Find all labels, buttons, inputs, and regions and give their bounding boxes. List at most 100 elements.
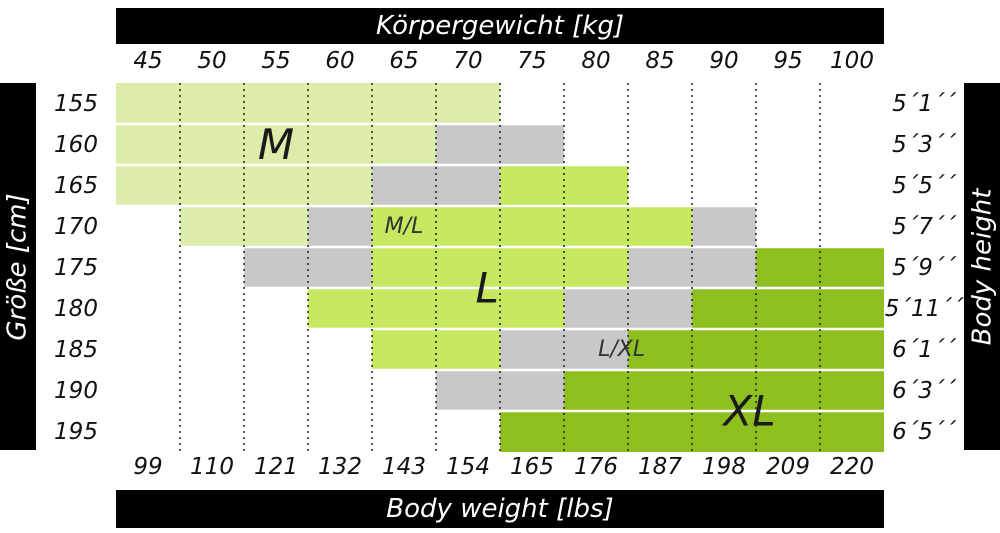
height-imperial-label: 6´1´´ — [892, 337, 956, 363]
kg-tick-label: 55 — [261, 48, 291, 74]
size-cell-xl — [820, 411, 884, 452]
lbs-tick-label: 121 — [254, 454, 298, 480]
height-imperial-label: 5´9´´ — [892, 255, 956, 281]
size-cell-m — [180, 124, 244, 165]
size-cell-ml — [628, 247, 692, 288]
height-imperial-label: 5´1´´ — [892, 91, 956, 117]
kg-tick-label: 90 — [709, 48, 739, 74]
size-cell-l — [308, 288, 372, 329]
lbs-tick-label: 209 — [766, 454, 810, 480]
size-cell-ml — [308, 247, 372, 288]
size-cell-m — [116, 124, 180, 165]
size-label: M — [258, 120, 294, 169]
cm-tick-label: 190 — [54, 378, 98, 404]
height-imperial-label: 6´5´´ — [892, 419, 956, 445]
lbs-tick-label: 220 — [830, 454, 874, 480]
cm-tick-label: 165 — [54, 173, 98, 199]
kg-tick-label: 80 — [581, 48, 611, 74]
kg-tick-label: 95 — [773, 48, 803, 74]
height-imperial-label: 6´3´´ — [892, 378, 956, 404]
cm-tick-label: 170 — [54, 214, 98, 240]
size-cell-ml — [500, 124, 564, 165]
size-cell-l — [500, 206, 564, 247]
kg-tick-label: 50 — [197, 48, 227, 74]
size-cell-ml — [436, 370, 500, 411]
size-cell-xl — [756, 370, 820, 411]
size-cell-l — [500, 288, 564, 329]
lbs-tick-label: 99 — [133, 454, 163, 480]
size-cell-ml — [500, 329, 564, 370]
size-cell-m — [372, 124, 436, 165]
size-cell-m — [244, 206, 308, 247]
top-axis-title: Körpergewicht [kg] — [116, 8, 884, 44]
size-cell-l — [436, 288, 500, 329]
size-cell-xl — [820, 288, 884, 329]
size-cell-l — [372, 288, 436, 329]
size-cell-m — [244, 165, 308, 206]
size-label: L/XL — [598, 337, 645, 362]
size-cell-l — [436, 329, 500, 370]
size-cell-ml — [372, 165, 436, 206]
size-cell-ml — [564, 329, 628, 370]
size-cell-xl — [500, 411, 564, 452]
size-cell-ml — [244, 247, 308, 288]
size-cell-ml — [564, 288, 628, 329]
kg-tick-label: 85 — [645, 48, 675, 74]
size-cell-xl — [820, 370, 884, 411]
lbs-tick-label: 198 — [702, 454, 746, 480]
size-cell-l — [564, 247, 628, 288]
size-cell-m — [308, 83, 372, 124]
size-cell-m — [116, 165, 180, 206]
size-label: XL — [722, 387, 776, 436]
size-cell-xl — [756, 411, 820, 452]
lbs-tick-label: 132 — [318, 454, 362, 480]
size-cell-xl — [692, 411, 756, 452]
size-cell-xl — [692, 288, 756, 329]
size-cell-l — [564, 165, 628, 206]
lbs-tick-label: 143 — [382, 454, 426, 480]
size-chart-grid: M M/L L L/XL XL — [116, 83, 884, 452]
size-cell-l — [372, 329, 436, 370]
cm-tick-label: 175 — [54, 255, 98, 281]
size-cell-l — [628, 206, 692, 247]
height-imperial-label: 5´5´´ — [892, 173, 956, 199]
size-cell-m — [436, 83, 500, 124]
height-imperial-label: 5´3´´ — [892, 132, 956, 158]
lbs-tick-label: 165 — [510, 454, 554, 480]
size-cell-m — [308, 124, 372, 165]
size-cell-xl — [756, 329, 820, 370]
cm-tick-label: 185 — [54, 337, 98, 363]
kg-tick-label: 65 — [389, 48, 419, 74]
size-cell-ml — [692, 247, 756, 288]
size-cell-xl — [692, 329, 756, 370]
size-cell-xl — [820, 329, 884, 370]
left-axis-title-bar: Größe [cm] — [0, 83, 36, 450]
cm-tick-label: 180 — [54, 296, 98, 322]
size-cell-xl — [692, 370, 756, 411]
size-cell-xl — [628, 370, 692, 411]
size-label: L — [475, 264, 498, 313]
size-cell-xl — [628, 329, 692, 370]
size-cell-xl — [820, 247, 884, 288]
size-cell-m — [244, 83, 308, 124]
height-imperial-label: 5´11´´ — [884, 296, 964, 322]
kg-tick-label: 70 — [453, 48, 483, 74]
size-cell-ml — [308, 206, 372, 247]
size-cell-m — [180, 165, 244, 206]
size-cell-ml — [436, 165, 500, 206]
size-label: M/L — [385, 214, 424, 239]
right-axis-title-bar: Body height — [964, 83, 1000, 450]
size-cell-xl — [564, 411, 628, 452]
size-cell-m — [180, 83, 244, 124]
lbs-tick-label: 187 — [638, 454, 682, 480]
cm-tick-label: 160 — [54, 132, 98, 158]
lbs-tick-label: 154 — [446, 454, 490, 480]
cm-tick-label: 155 — [54, 91, 98, 117]
size-cell-m — [180, 206, 244, 247]
height-imperial-label: 5´7´´ — [892, 214, 956, 240]
size-cell-l — [372, 247, 436, 288]
cm-tick-label: 195 — [54, 419, 98, 445]
size-cell-xl — [564, 370, 628, 411]
size-cell-xl — [756, 247, 820, 288]
size-cell-m — [308, 165, 372, 206]
